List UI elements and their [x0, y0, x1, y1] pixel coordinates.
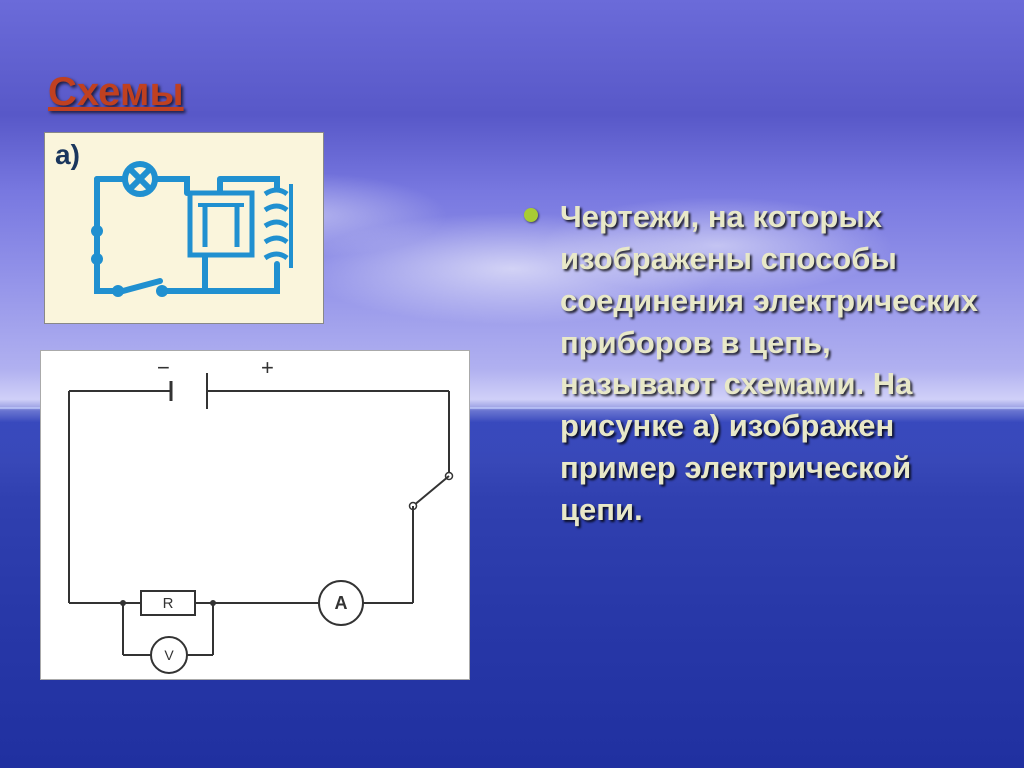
svg-text:−: − [157, 355, 170, 380]
svg-text:+: + [261, 355, 274, 380]
slide-title: Схемы [48, 70, 184, 115]
svg-text:R: R [163, 595, 174, 612]
svg-text:A: A [335, 593, 348, 613]
bullet-dot [524, 208, 538, 222]
svg-text:V: V [164, 647, 174, 663]
diagram-a-panel: а) [44, 132, 324, 324]
diagram-a-label: а) [55, 139, 80, 171]
diagram-a-svg [45, 133, 325, 325]
diagram-b-svg: − + A R V [41, 351, 471, 681]
body-text: Чертежи, на которых изображены способы с… [560, 196, 990, 531]
diagram-b-panel: − + A R V [40, 350, 470, 680]
